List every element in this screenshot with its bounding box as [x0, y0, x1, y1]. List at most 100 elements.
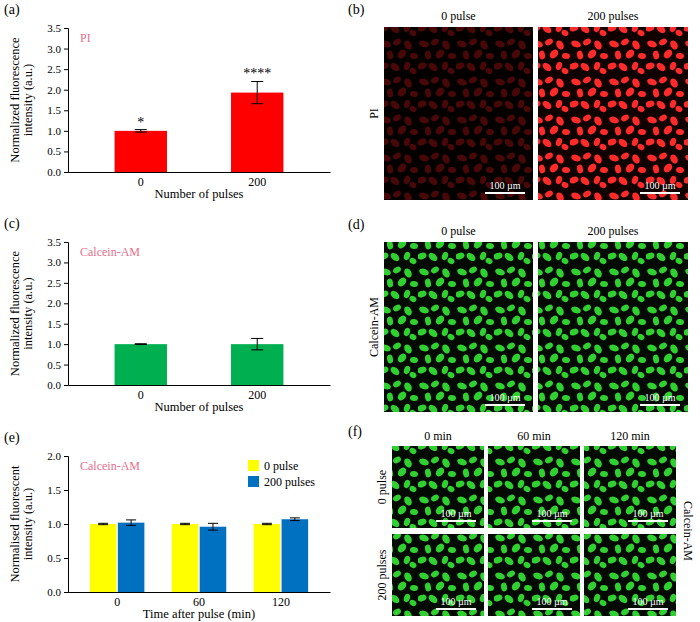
error-cap: [262, 524, 272, 525]
error-bar: [180, 523, 190, 524]
micrograph: [488, 534, 580, 616]
chart: (e)0.00.51.01.52.0060120Time after pulse…: [4, 430, 331, 621]
chart: (a)*****0.00.51.01.52.02.53.03.50200Numb…: [4, 2, 331, 201]
y-tick: 2.5: [47, 63, 68, 75]
tick-label: 0.0: [47, 586, 61, 598]
error-bar: [135, 130, 147, 132]
y-tick: 2.0: [47, 297, 68, 309]
y-tick: 0.0: [47, 586, 68, 598]
tick-mark: [64, 69, 68, 70]
tick-label: 0.5: [47, 359, 61, 371]
error-cap: [126, 519, 136, 520]
tick-mark: [64, 49, 68, 50]
x-axis-title: Number of pulses: [155, 400, 244, 414]
y-tick: 3.5: [47, 236, 68, 248]
plot-area: [115, 81, 284, 172]
scale-bar-label: 100 µm: [536, 508, 567, 519]
scale-bar: [640, 192, 680, 194]
error-cap: [251, 338, 263, 339]
tick-mark: [64, 172, 68, 173]
x-tick: 0: [114, 592, 120, 609]
column-label: 60 min: [517, 429, 551, 443]
tick-label: 0.0: [47, 166, 61, 178]
error-line: [257, 338, 258, 349]
x-tick: 0: [138, 172, 144, 189]
scale-bar-label: 100 µm: [489, 180, 520, 191]
tick-label: 3.0: [47, 256, 61, 268]
bar: [231, 344, 283, 385]
scale-bar: [436, 520, 476, 522]
tick-label: 0.5: [47, 145, 61, 157]
error-cap: [290, 520, 300, 521]
legend-entry: 0 pulse: [248, 459, 298, 473]
tick-label: 1.0: [47, 518, 61, 530]
column-label: 200 pulses: [588, 224, 639, 238]
error-cap: [208, 530, 218, 531]
x-tick: 0: [138, 385, 144, 402]
axis-line: [69, 172, 331, 173]
y-axis-title-line: Normalised fluorescent: [8, 465, 22, 583]
error-cap: [98, 524, 108, 525]
row-label: PI: [367, 108, 381, 119]
column-label: 0 pulse: [441, 9, 475, 23]
y-axis-title: Normalized fluorescenceintensity (a.u.): [8, 37, 35, 163]
tick-label: 2.0: [47, 450, 61, 462]
panel-label: (a): [4, 2, 20, 18]
tick-label: 0: [114, 595, 120, 609]
error-cap: [98, 523, 108, 524]
tick-mark: [64, 131, 68, 132]
tick-mark: [64, 490, 68, 491]
scale-bar: [532, 520, 572, 522]
tick-mark: [64, 242, 68, 243]
error-cap: [135, 132, 147, 133]
significance: ****: [243, 66, 271, 81]
tick-mark: [64, 365, 68, 366]
y-tick: 2.0: [47, 450, 68, 462]
column-label: 0 min: [424, 429, 452, 443]
row-label: Calcein-AM: [367, 297, 381, 357]
scale-bar-label: 100 µm: [440, 596, 471, 607]
column-label: 0 pulse: [441, 224, 475, 238]
error-line: [131, 520, 132, 525]
error-cap: [180, 524, 190, 525]
tick-label: 3.5: [47, 22, 61, 34]
micrograph: [384, 27, 533, 200]
panel-label: (b): [348, 2, 365, 18]
micrograph: [392, 446, 484, 528]
y-tick: 1.5: [47, 104, 68, 116]
error-cap: [208, 523, 218, 524]
tick-label: 200: [248, 175, 266, 189]
y-axis-title-line: Normalized fluorescence: [8, 250, 22, 376]
side-label: Calcein-AM: [681, 501, 695, 561]
y-tick: 1.0: [47, 125, 68, 137]
tick-mark: [64, 90, 68, 91]
annotation: Calcein-AM: [80, 459, 140, 473]
scale-bar: [640, 404, 680, 406]
column-label: 120 min: [610, 429, 650, 443]
y-tick: 0.5: [47, 552, 68, 564]
bar: [115, 131, 167, 172]
y-axis-title-line: intensity (a.u.): [21, 64, 35, 137]
legend-swatch: [248, 476, 259, 487]
tick-label: 2.0: [47, 84, 61, 96]
error-cap: [126, 525, 136, 526]
tick-mark: [64, 283, 68, 284]
axis-line: [64, 457, 69, 593]
x-axis-title: Number of pulses: [155, 187, 244, 201]
figure: (a)*****0.00.51.01.52.02.53.03.50200Numb…: [0, 0, 700, 622]
micrograph: [584, 534, 676, 616]
y-tick: 0.5: [47, 359, 68, 371]
scale-bar-label: 100 µm: [489, 392, 520, 403]
tick-mark: [64, 324, 68, 325]
micrograph: [538, 242, 688, 412]
error-line: [257, 81, 258, 103]
y-axis: 0.00.51.01.52.02.53.03.5: [47, 22, 68, 178]
tick-mark: [64, 344, 68, 345]
x-tick: 200: [248, 172, 266, 189]
legend: 0 pulse 200 pulses: [248, 459, 315, 489]
error-cap: [251, 103, 263, 104]
tick-label: 0.5: [47, 552, 61, 564]
legend-entry: 200 pulses: [248, 475, 315, 489]
y-axis-title-line: intensity (a.u.): [21, 277, 35, 350]
bar: [282, 519, 309, 592]
